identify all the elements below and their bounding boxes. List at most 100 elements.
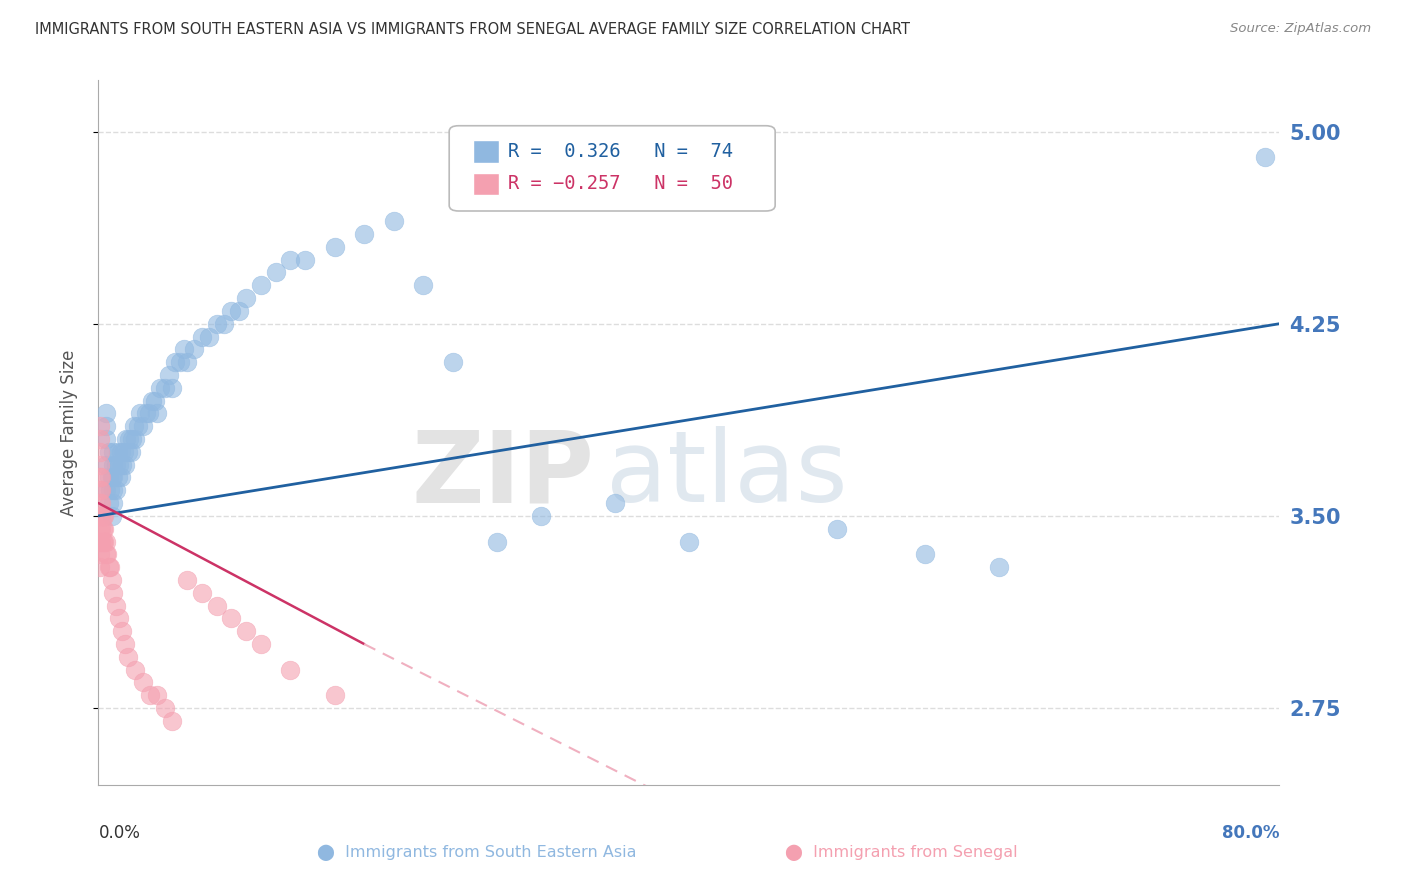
Point — [294, 252, 316, 267]
Point — [89, 470, 111, 484]
Point — [176, 573, 198, 587]
Point — [530, 508, 553, 523]
Text: atlas: atlas — [606, 426, 848, 524]
Point — [103, 470, 125, 484]
Point — [100, 508, 122, 523]
Point — [173, 343, 195, 357]
Point — [132, 675, 155, 690]
Point — [153, 381, 176, 395]
Point — [120, 445, 142, 459]
Point — [191, 329, 214, 343]
Point — [112, 445, 135, 459]
Point — [89, 445, 111, 459]
Point — [111, 624, 134, 639]
Point — [157, 368, 180, 382]
Point — [94, 534, 117, 549]
Point — [90, 534, 112, 549]
Point — [205, 599, 228, 613]
Point — [94, 406, 117, 420]
Bar — [472, 172, 499, 195]
Point — [96, 547, 118, 561]
Point — [94, 483, 117, 498]
Point — [89, 483, 111, 498]
Point — [93, 508, 115, 523]
Point — [146, 688, 169, 702]
Point — [105, 599, 128, 613]
Point — [124, 663, 146, 677]
Point — [105, 458, 128, 472]
Point — [235, 291, 257, 305]
Point — [114, 458, 136, 472]
Point — [914, 547, 936, 561]
Point — [118, 432, 141, 446]
Point — [115, 432, 138, 446]
Point — [114, 637, 136, 651]
Text: R = −0.257   N =  50: R = −0.257 N = 50 — [508, 174, 734, 194]
Text: ⬤  Immigrants from South Eastern Asia: ⬤ Immigrants from South Eastern Asia — [316, 845, 636, 861]
FancyBboxPatch shape — [449, 126, 775, 211]
Point — [90, 496, 112, 510]
Point — [94, 419, 117, 434]
Point — [605, 496, 627, 510]
Point — [100, 470, 122, 484]
Point — [89, 496, 111, 510]
Point — [90, 508, 112, 523]
Point — [183, 343, 205, 357]
Point — [89, 432, 111, 446]
Point — [221, 304, 243, 318]
Point — [353, 227, 375, 241]
Point — [122, 419, 145, 434]
Point — [143, 393, 166, 408]
Point — [103, 586, 125, 600]
Point — [169, 355, 191, 369]
Point — [89, 458, 111, 472]
Point — [153, 701, 176, 715]
Point — [250, 637, 273, 651]
Point — [205, 317, 228, 331]
Point — [165, 355, 187, 369]
Point — [89, 508, 111, 523]
Point — [103, 458, 125, 472]
Point — [89, 560, 111, 574]
Point — [94, 547, 117, 561]
Point — [250, 278, 273, 293]
Point — [678, 534, 700, 549]
Point — [93, 534, 115, 549]
Point — [988, 560, 1011, 574]
Point — [94, 432, 117, 446]
Point — [128, 406, 150, 420]
Point — [117, 649, 139, 664]
Point — [103, 496, 125, 510]
Point — [191, 586, 214, 600]
Point — [149, 381, 172, 395]
Point — [124, 432, 146, 446]
Point — [127, 419, 149, 434]
Point — [825, 522, 848, 536]
Point — [97, 445, 120, 459]
Point — [228, 304, 250, 318]
Point — [89, 522, 111, 536]
Point — [107, 470, 129, 484]
Point — [90, 522, 112, 536]
Point — [264, 265, 287, 279]
Point — [135, 406, 157, 420]
Bar — [472, 140, 499, 162]
Point — [132, 419, 155, 434]
Point — [138, 406, 160, 420]
Text: R =  0.326   N =  74: R = 0.326 N = 74 — [508, 142, 734, 161]
Point — [1254, 150, 1277, 164]
Point — [91, 508, 114, 523]
Text: ⬤  Immigrants from Senegal: ⬤ Immigrants from Senegal — [785, 845, 1018, 861]
Text: Source: ZipAtlas.com: Source: ZipAtlas.com — [1230, 22, 1371, 36]
Text: 80.0%: 80.0% — [1222, 823, 1279, 842]
Point — [110, 445, 132, 459]
Point — [98, 560, 121, 574]
Point — [89, 419, 111, 434]
Point — [280, 252, 302, 267]
Point — [107, 445, 129, 459]
Point — [280, 663, 302, 677]
Point — [97, 470, 120, 484]
Point — [97, 560, 120, 574]
Point — [212, 317, 235, 331]
Point — [146, 406, 169, 420]
